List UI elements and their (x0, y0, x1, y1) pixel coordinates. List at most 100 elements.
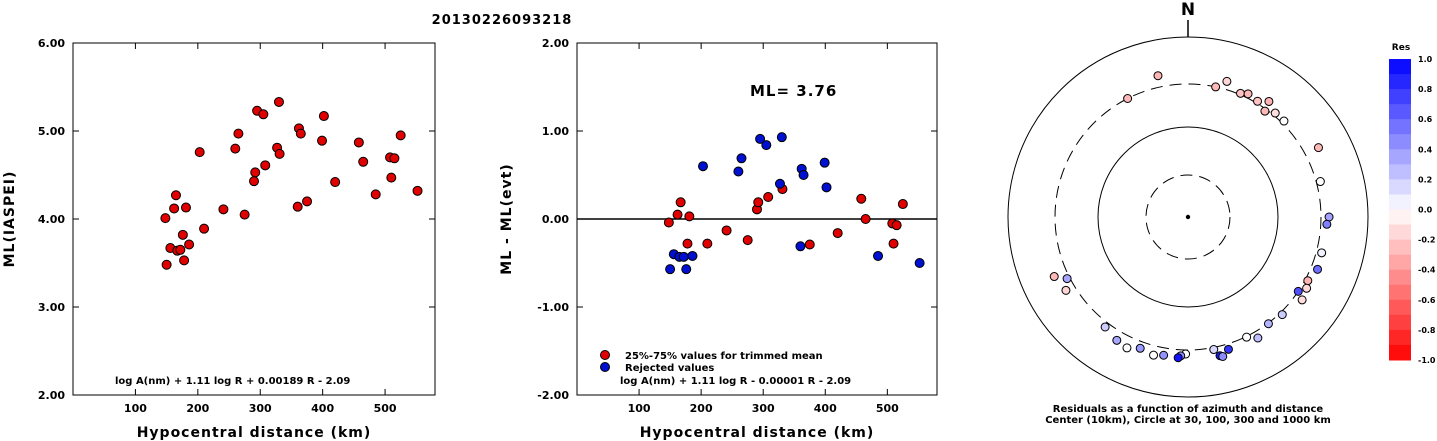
data-point (180, 202, 191, 213)
residual-point (1293, 286, 1303, 296)
colorbar-cell (1389, 179, 1411, 195)
colorbar-cell (1389, 89, 1411, 105)
residual-point (1263, 319, 1273, 329)
residual-point (1313, 264, 1323, 274)
colorbar-tick-label: -1.0 (1418, 356, 1436, 365)
data-point (169, 203, 180, 214)
data-point (292, 201, 303, 212)
data-point (230, 143, 241, 154)
residual-point (1049, 272, 1059, 282)
data-point (682, 238, 693, 249)
magnitude-annotation: ML= 3.76 (750, 82, 837, 100)
residual-point (1211, 82, 1221, 92)
residual-point (1112, 335, 1122, 345)
residual-point (1270, 108, 1280, 118)
data-point (175, 244, 186, 255)
circle-100km (1097, 126, 1279, 308)
colorbar-cell (1389, 104, 1411, 120)
colorbar-cell (1389, 224, 1411, 241)
data-point (675, 197, 686, 208)
residual-point (1242, 332, 1252, 342)
data-point (873, 250, 884, 261)
data-point (170, 190, 181, 201)
data-point (295, 128, 306, 139)
colorbar-cell (1389, 254, 1411, 271)
figure-title: 20130226093218 (432, 13, 573, 28)
data-point (389, 153, 400, 164)
colorbar-cell (1389, 149, 1411, 165)
colorbar-tick-label: -0.8 (1418, 326, 1436, 335)
x-tick-label: 500 (374, 402, 397, 415)
data-point (897, 199, 908, 210)
residual-point (1122, 343, 1132, 353)
y-tick-label: 6.00 (38, 37, 65, 50)
x-tick-label: 400 (311, 402, 334, 415)
residual-point (1322, 219, 1332, 229)
data-point (763, 192, 774, 202)
data-point (702, 238, 713, 249)
x-tick-label: 100 (124, 402, 147, 415)
data-point (358, 156, 369, 167)
data-point (860, 214, 871, 224)
y-tick-label: 1.00 (542, 125, 569, 138)
caption-line-1: Residuals as a function of azimuth and d… (1053, 404, 1324, 415)
residual-point (1209, 345, 1219, 355)
x-ticks: 100 200 300 400 500 (124, 43, 397, 415)
data-point (233, 128, 244, 139)
formula-label: log A(nm) + 1.11 log R - 0.00001 R - 2.0… (620, 376, 851, 387)
residual-point (1324, 212, 1334, 222)
data-point (177, 229, 188, 240)
colorbar-cell (1389, 269, 1411, 286)
data-point (687, 250, 698, 261)
data-point (776, 132, 787, 143)
y-tick-label: -1.00 (537, 301, 569, 314)
colorbar-tick-label: -0.6 (1418, 296, 1436, 305)
residual-point (1173, 353, 1183, 363)
residual-point (1223, 344, 1233, 354)
residual-point (1149, 350, 1159, 360)
y-tick-label: 3.00 (38, 301, 65, 314)
residual-point (1061, 285, 1071, 295)
data-point (755, 133, 766, 144)
residual-point (1062, 274, 1072, 284)
data-point (774, 178, 785, 189)
legend-marker-trimmed (600, 350, 610, 360)
data-point (914, 258, 925, 268)
y-ticks: -2.00 -1.00 0.00 1.00 2.00 (537, 37, 937, 402)
residual-point (1253, 333, 1263, 343)
colorbar-cell (1389, 209, 1411, 226)
colorbar-cell (1389, 344, 1411, 361)
residual-point (1218, 351, 1228, 361)
data-point (258, 109, 269, 120)
circle-30km (1145, 174, 1231, 260)
x-tick-label: 400 (814, 402, 837, 415)
panel-residual-vs-distance: 100 200 300 400 500 -2.00 -1.00 0.00 1.00 2.00 M… (499, 37, 938, 441)
data-point (888, 238, 899, 249)
x-tick-label: 300 (752, 402, 775, 415)
data-point (856, 193, 867, 204)
panel-azimuth-residuals: N Residuals as a function of azimuth and… (1007, 0, 1369, 426)
residual-point (1317, 248, 1327, 258)
data-point (412, 185, 423, 196)
x-axis-label: Hypocentral distance (km) (137, 425, 372, 441)
residual-point (1297, 295, 1307, 305)
data-point (665, 264, 676, 275)
points (1049, 71, 1334, 363)
data-point (721, 225, 732, 236)
colorbar-tick-label: -0.2 (1418, 236, 1436, 245)
data-point (672, 209, 683, 220)
residual-point (1243, 89, 1253, 99)
data-point (239, 209, 250, 220)
legend-marker-rejected (600, 362, 610, 372)
y-ticks: 2.00 3.00 4.00 5.00 6.00 (38, 37, 435, 402)
data-point (184, 239, 195, 250)
x-tick-label: 200 (186, 402, 209, 415)
points (160, 96, 423, 270)
colorbar-cell (1389, 284, 1411, 301)
data-point (260, 160, 271, 171)
colorbar-cell (1389, 119, 1411, 135)
residual-point (1222, 76, 1232, 86)
data-point (161, 259, 172, 270)
data-point (761, 140, 772, 151)
panel-ml-vs-distance: 100 200 300 400 500 2.00 3.00 4.00 5.00 6.00 ML(… (2, 37, 436, 441)
